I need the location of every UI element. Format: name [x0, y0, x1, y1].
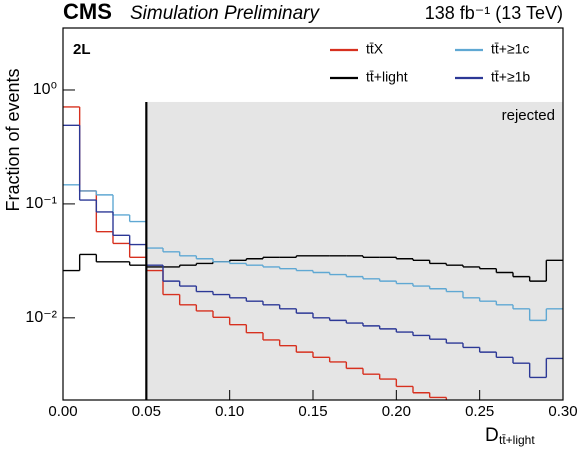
x-tick-label: 0.30 [548, 403, 577, 420]
experiment: CMS [63, 0, 112, 24]
region-label: rejected [502, 107, 555, 124]
lumi: 138 fb⁻¹ (13 TeV) [425, 3, 563, 23]
x-tick-label: 0.20 [382, 403, 411, 420]
y-tick-label: 10⁰ [33, 81, 57, 98]
x-axis-label: D [485, 425, 499, 446]
rejected-region [146, 101, 564, 401]
subtitle: Simulation Preliminary [130, 3, 321, 24]
plot-marks [63, 106, 563, 400]
x-tick-label: 0.00 [48, 403, 77, 420]
x-tick-label: 0.15 [298, 403, 327, 420]
x-axis-label-sub: tt̄+light [499, 433, 535, 447]
annotation: 2L [73, 41, 91, 58]
y-tick-label: 10⁻¹ [25, 195, 57, 212]
legend-label: tt̄X [366, 41, 384, 57]
legend-label: tt̄+≥1c [491, 41, 529, 57]
y-tick-label: 10⁻² [25, 309, 57, 326]
legend-label: tt̄+≥1b [491, 69, 530, 85]
y-axis-label: Fraction of events [3, 68, 23, 211]
x-tick-label: 0.05 [132, 403, 161, 420]
x-tick-label: 0.10 [215, 403, 244, 420]
x-tick-label: 0.25 [465, 403, 494, 420]
plot-background [146, 101, 564, 401]
legend-label: tt̄+light [366, 69, 408, 85]
